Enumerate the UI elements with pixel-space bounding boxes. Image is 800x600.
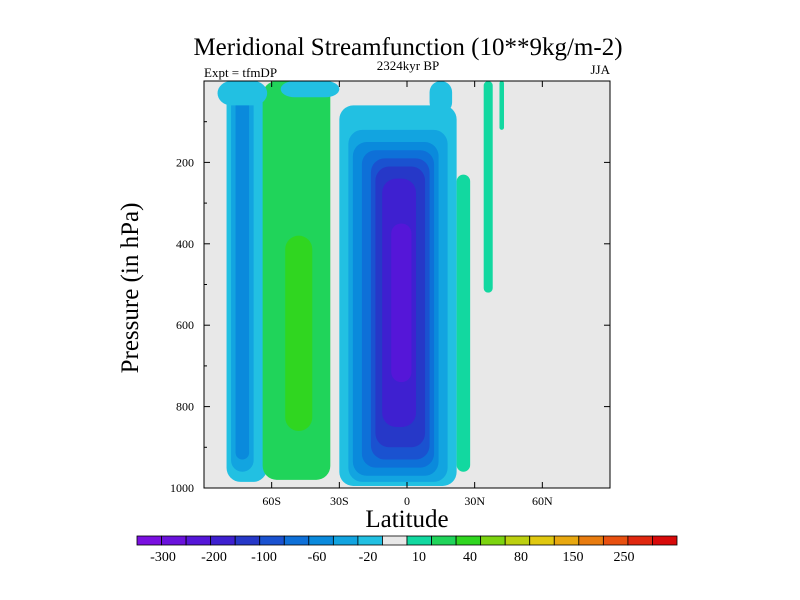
colorbar-label: 250 [614,550,635,565]
colorbar-swatch [210,535,236,546]
colorbar-swatch [234,535,261,546]
colorbar-label: 150 [563,550,584,565]
contour-upper-wing-left [217,81,268,106]
x-tick-label: 60S [262,494,281,508]
colorbar-swatch [136,535,162,546]
colorbar-swatch [382,535,408,546]
colorbar-label: -100 [251,550,277,565]
colorbar-swatch [529,535,555,546]
y-axis: 200 400 600 800 1000 [170,121,610,495]
colorbar-swatch [504,535,531,546]
colorbar-label: -20 [359,550,378,565]
contour-mid-positive-core [285,235,313,432]
chart-subtitle-left: Expt = tfmDP [204,65,277,80]
colorbar-label: -300 [150,550,176,565]
contour-upper-wing-mid [280,81,340,98]
colorbar-swatch [308,535,334,546]
colorbar-swatch [455,535,482,546]
chart-subtitle-center: 2324kyr BP [377,58,439,73]
contour-tropical-cell-l2 [391,223,412,383]
colorbar-label: 80 [514,550,528,565]
x-axis: 60S 30S 0 30N 60N [262,81,553,508]
colorbar-swatch [161,535,187,546]
colorbar-swatch [602,535,629,546]
colorbar-swatch [627,535,653,546]
colorbar-swatch [480,535,506,546]
y-tick-label: 400 [176,237,194,251]
colorbar-swatch [332,535,359,546]
colorbar: -300 -200 -100 -60 -20 10 40 80 150 250 [136,535,678,565]
colorbar-label: 10 [412,550,426,565]
contour-northern-positive-strip [456,174,471,472]
x-tick-label: 0 [404,494,410,508]
plot-area [203,80,611,489]
y-tick-label: 800 [176,400,194,414]
y-axis-label: Pressure (in hPa) [117,203,144,374]
y-tick-label: 200 [176,155,194,169]
colorbar-swatch [406,535,432,546]
x-tick-label: 30N [464,494,485,508]
contour-upper-wing-right [429,81,453,114]
colorbar-label: -200 [201,550,227,565]
colorbar-label: -60 [308,550,327,565]
contour-high-lat-strip-2 [499,81,504,130]
contour-high-lat-strip-1 [483,81,493,293]
colorbar-swatch [652,535,678,546]
colorbar-swatch [283,535,310,546]
colorbar-swatch [185,535,212,546]
x-tick-label: 60N [532,494,553,508]
colorbar-swatch [357,535,383,546]
chart-subtitle-right: JJA [590,62,610,77]
y-tick-label: 600 [176,318,194,332]
colorbar-swatch [259,535,285,546]
colorbar-label: 40 [463,550,477,565]
x-tick-label: 30S [330,494,349,508]
colorbar-swatch [553,535,580,546]
colorbar-swatch [431,535,457,546]
colorbar-swatch [578,535,604,546]
chart-title: Meridional Streamfunction (10**9kg/m-2) [193,34,622,61]
y-tick-label: 1000 [170,481,194,495]
x-axis-label: Latitude [365,506,448,533]
contour-southern-cell-core [235,81,250,460]
contour-fields [217,81,504,486]
